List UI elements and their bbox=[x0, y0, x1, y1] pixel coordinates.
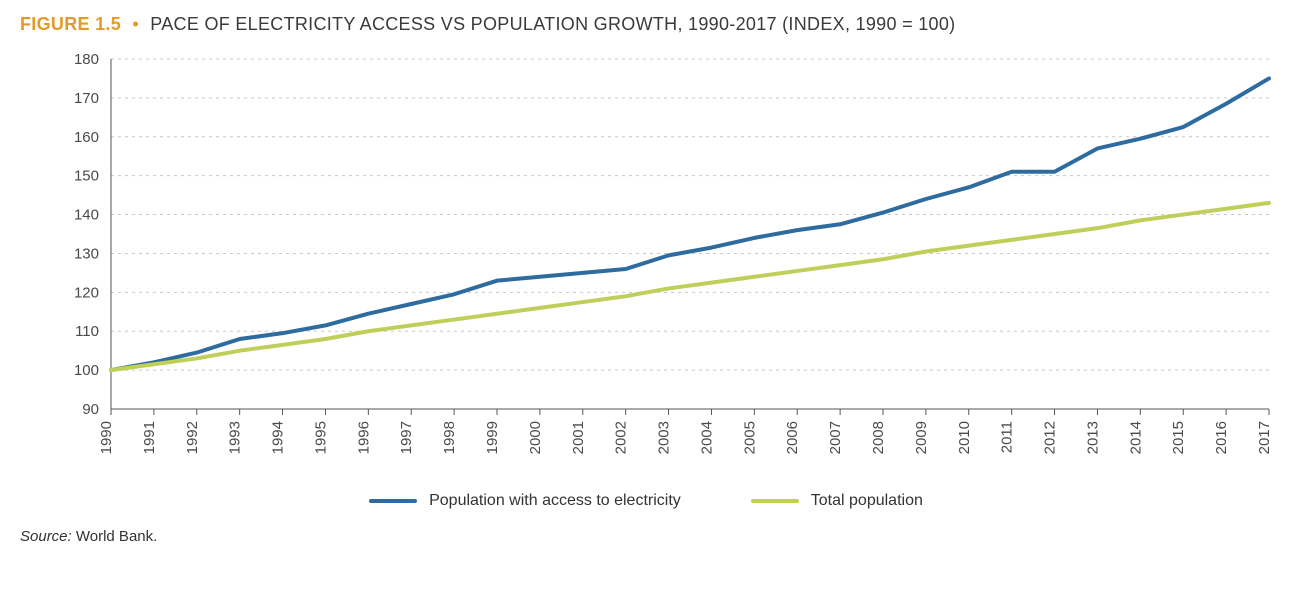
y-tick-label: 100 bbox=[74, 362, 99, 379]
figure-label: FIGURE 1.5 bbox=[20, 14, 121, 34]
legend-item: Population with access to electricity bbox=[369, 492, 681, 510]
source-label: Source: bbox=[20, 528, 72, 545]
x-tick-label: 2006 bbox=[784, 421, 801, 454]
x-tick-label: 2004 bbox=[698, 421, 715, 454]
x-tick-label: 2008 bbox=[870, 421, 887, 454]
x-tick-label: 2007 bbox=[827, 421, 844, 454]
x-tick-label: 2017 bbox=[1256, 421, 1271, 454]
y-tick-label: 130 bbox=[74, 245, 99, 262]
x-tick-label: 2001 bbox=[570, 421, 587, 454]
x-tick-label: 1998 bbox=[441, 421, 458, 454]
source-text: World Bank. bbox=[72, 528, 158, 545]
x-tick-label: 2014 bbox=[1127, 421, 1144, 454]
x-tick-label: 2002 bbox=[613, 421, 630, 454]
x-tick-label: 1992 bbox=[184, 421, 201, 454]
x-tick-label: 2005 bbox=[741, 421, 758, 454]
x-tick-label: 2011 bbox=[999, 421, 1016, 453]
legend: Population with access to electricity To… bbox=[20, 492, 1272, 510]
chart-container: 90 100 110 120 130 140 150 160 170 180 1990 1991 199… bbox=[21, 49, 1271, 484]
x-tick-label: 1999 bbox=[484, 421, 501, 454]
x-tick-label: 1993 bbox=[227, 421, 244, 454]
y-tick-label: 170 bbox=[74, 90, 99, 107]
legend-swatch-icon bbox=[369, 499, 417, 503]
series-line bbox=[111, 203, 1269, 370]
y-tick-label: 110 bbox=[75, 323, 99, 340]
x-tick-label: 1994 bbox=[270, 421, 287, 454]
x-tick-label: 2003 bbox=[656, 421, 673, 454]
x-tick-label: 2012 bbox=[1042, 421, 1059, 454]
figure-title: FIGURE 1.5 • PACE OF ELECTRICITY ACCESS … bbox=[20, 14, 1272, 35]
y-tick-label: 90 bbox=[82, 401, 99, 418]
figure-desc: PACE OF ELECTRICITY ACCESS VS POPULATION… bbox=[150, 14, 955, 34]
x-tick-label: 2010 bbox=[956, 421, 973, 454]
x-tick-label: 1996 bbox=[355, 421, 372, 454]
y-tick-label: 120 bbox=[74, 284, 99, 301]
series-line bbox=[111, 78, 1269, 370]
line-chart: 90 100 110 120 130 140 150 160 170 180 1990 1991 199… bbox=[21, 49, 1271, 479]
legend-label: Population with access to electricity bbox=[429, 492, 681, 510]
legend-label: Total population bbox=[811, 492, 923, 510]
x-tick-label: 2013 bbox=[1084, 421, 1101, 454]
y-tick-label: 160 bbox=[74, 129, 99, 146]
x-tick-label: 1995 bbox=[312, 421, 329, 454]
legend-swatch-icon bbox=[751, 499, 799, 503]
y-tick-label: 150 bbox=[74, 168, 99, 185]
y-tick-label: 180 bbox=[74, 51, 99, 68]
source-line: Source: World Bank. bbox=[20, 528, 1272, 545]
legend-item: Total population bbox=[751, 492, 923, 510]
x-tick-label: 2016 bbox=[1213, 421, 1230, 454]
x-tick-label: 1997 bbox=[398, 421, 415, 454]
x-tick-label: 2000 bbox=[527, 421, 544, 454]
x-tick-label: 1991 bbox=[141, 421, 158, 454]
x-tick-label: 2015 bbox=[1170, 421, 1187, 454]
x-tick-label: 1990 bbox=[98, 421, 115, 454]
title-bullet-icon: • bbox=[132, 14, 139, 34]
y-tick-label: 140 bbox=[74, 207, 99, 224]
x-tick-label: 2009 bbox=[913, 421, 930, 454]
